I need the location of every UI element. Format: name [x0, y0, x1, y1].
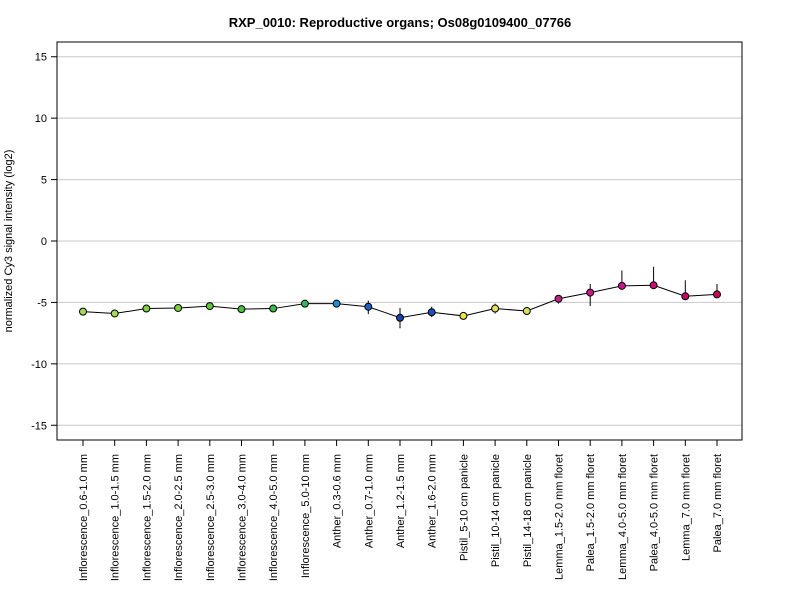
data-point: [142, 304, 151, 313]
data-point: [237, 305, 246, 314]
data-point: [459, 311, 468, 320]
data-point: [396, 313, 404, 322]
y-tick-label: -10: [31, 359, 47, 371]
data-point: [491, 304, 500, 313]
x-tick-label: Lemma_7.0 mm floret: [680, 454, 692, 561]
data-point: [110, 309, 119, 318]
data-point: [617, 281, 626, 290]
x-tick-label: Lemma_1.5-2.0 mm floret: [554, 454, 566, 580]
x-axis: Inflorescence_0.6-1.0 mm Inflorescence_1.…: [78, 440, 724, 581]
x-tick-label: Anther_1.2-1.5 mm: [395, 454, 407, 548]
x-tick-label: Inflorescence_2.5-3.0 mm: [205, 454, 217, 581]
data-point: [300, 299, 309, 308]
data-point: [269, 304, 278, 313]
x-tick-label: Anther_0.7-1.0 mm: [363, 454, 375, 548]
x-tick-label: Inflorescence_3.0-4.0 mm: [237, 454, 249, 581]
y-tick-label: 15: [35, 52, 47, 64]
y-tick-label: -15: [31, 420, 47, 432]
data-point: [205, 302, 214, 311]
x-tick-label: Inflorescence_5.0-10 mm: [300, 454, 312, 578]
data-point: [174, 303, 183, 312]
data-point: [364, 302, 373, 311]
x-tick-label: Pistil_5-10 cm panicle: [458, 454, 470, 561]
y-axis-title: normalized Cy3 signal intensity (log2): [3, 150, 15, 333]
data-point: [554, 294, 563, 303]
x-tick-label: Inflorescence_1.5-2.0 mm: [141, 454, 153, 581]
data-point: [427, 308, 436, 317]
y-tick-label: 0: [41, 236, 47, 248]
x-tick-label: Inflorescence_0.6-1.0 mm: [78, 454, 90, 581]
x-tick-label: Anther_0.3-0.6 mm: [332, 454, 344, 548]
series-line: [79, 266, 721, 329]
x-tick-label: Inflorescence_2.0-2.5 mm: [173, 454, 185, 581]
x-tick-label: Anther_1.6-2.0 mm: [427, 454, 439, 548]
x-tick-label: Palea_4.0-5.0 mm floret: [649, 454, 661, 571]
x-tick-label: Pistil_14-18 cm panicle: [522, 454, 534, 567]
grid-lines: [57, 56, 742, 426]
y-tick-label: 10: [35, 113, 47, 125]
data-point: [649, 281, 658, 290]
data-point: [79, 307, 87, 316]
data-point: [713, 290, 721, 299]
data-point: [681, 292, 690, 301]
x-tick-label: Palea_1.5-2.0 mm floret: [585, 454, 597, 571]
y-tick-label: 5: [41, 175, 47, 187]
x-tick-label: Inflorescence_1.0-1.5 mm: [110, 454, 122, 581]
x-tick-label: Pistil_10-14 cm panicle: [490, 454, 502, 567]
x-tick-label: Inflorescence_4.0-5.0 mm: [268, 454, 280, 581]
chart-title: RXP_0010: Reproductive organs; Os08g0109…: [229, 15, 572, 30]
x-tick-label: Palea_7.0 mm floret: [712, 454, 724, 552]
y-axis: -15 -10 -5 0 5 10 15: [31, 52, 57, 432]
data-point: [586, 288, 595, 297]
data-point: [522, 307, 531, 316]
y-tick-label: -5: [37, 297, 47, 309]
x-tick-label: Lemma_4.0-5.0 mm floret: [617, 454, 629, 580]
data-point: [332, 299, 341, 308]
